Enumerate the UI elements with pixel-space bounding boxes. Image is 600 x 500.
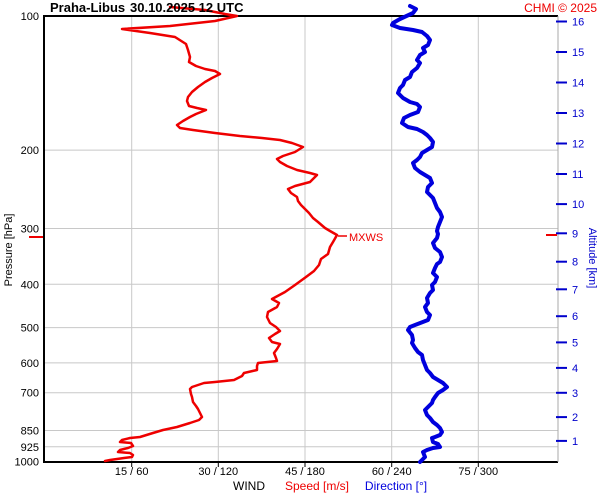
altitude-tick-label: 13 xyxy=(572,108,584,120)
wind-axis-caption: WIND xyxy=(233,479,265,493)
altitude-tick-label: 3 xyxy=(572,388,578,400)
altitude-tick-label: 2 xyxy=(572,412,578,424)
altitude-tick-label: 4 xyxy=(572,363,578,375)
pressure-tick-label: 1000 xyxy=(15,457,39,469)
altitude-tick-label: 16 xyxy=(572,17,584,29)
altitude-tick-label: 6 xyxy=(572,311,578,323)
altitude-tick-label: 1 xyxy=(572,436,578,448)
direction-curve xyxy=(390,4,449,464)
copyright-text: CHMI © 2025 xyxy=(524,1,597,15)
pressure-tick-label: 925 xyxy=(21,442,39,454)
curves xyxy=(103,4,449,464)
altitude-tick-label: 7 xyxy=(572,284,578,296)
pressure-tick-label: 400 xyxy=(21,279,39,291)
altitude-tick-label: 10 xyxy=(572,199,584,211)
mxws-marker: MXWS xyxy=(29,232,557,244)
pressure-tick-label: 100 xyxy=(21,11,39,23)
altitude-tick-label: 8 xyxy=(572,257,578,269)
speed-axis-caption: Speed [m/s] xyxy=(285,479,349,493)
pressure-tick-label: 600 xyxy=(21,358,39,370)
pressure-gridlines xyxy=(44,149,558,448)
altitude-tick-label: 9 xyxy=(572,228,578,240)
wind-tick-label: 75 / 300 xyxy=(458,466,498,478)
datetime-title: 30.10.2025 12 UTC xyxy=(130,0,244,15)
pressure-tick-label: 500 xyxy=(21,323,39,335)
wind-tick-label: 30 / 120 xyxy=(198,466,238,478)
pressure-tick-label: 700 xyxy=(21,388,39,400)
mxws-label: MXWS xyxy=(349,232,383,244)
direction-axis-caption: Direction [°] xyxy=(365,479,427,493)
wind-tick-label: 15 / 60 xyxy=(115,466,149,478)
altitude-tick-label: 11 xyxy=(572,169,583,181)
wind-gridlines xyxy=(131,16,479,462)
altitude-tick-label: 5 xyxy=(572,337,578,349)
speed-curve xyxy=(103,5,339,463)
altitude-tick-label: 14 xyxy=(572,78,584,90)
wind-tick-label: 60 / 240 xyxy=(372,466,412,478)
altitude-tick-label: 15 xyxy=(572,47,584,59)
wind-tick-labels: 15 / 60 30 / 120 45 / 180 60 / 240 75 / 300 xyxy=(115,462,498,478)
pressure-tick-labels: 100 200 300 400 500 600 700 850 925 1000 xyxy=(15,11,39,469)
station-title: Praha-Libus xyxy=(50,0,125,15)
pressure-tick-label: 200 xyxy=(21,145,39,157)
pressure-tick-label: 850 xyxy=(21,426,39,438)
plot-border xyxy=(43,15,559,463)
wind-tick-label: 45 / 180 xyxy=(285,466,325,478)
pressure-axis-title: Pressure [hPa] xyxy=(3,214,15,287)
altitude-axis-title: Altitude [km] xyxy=(586,228,598,289)
altitude-tick-label: 12 xyxy=(572,139,584,151)
pressure-tick-label: 300 xyxy=(21,224,39,236)
